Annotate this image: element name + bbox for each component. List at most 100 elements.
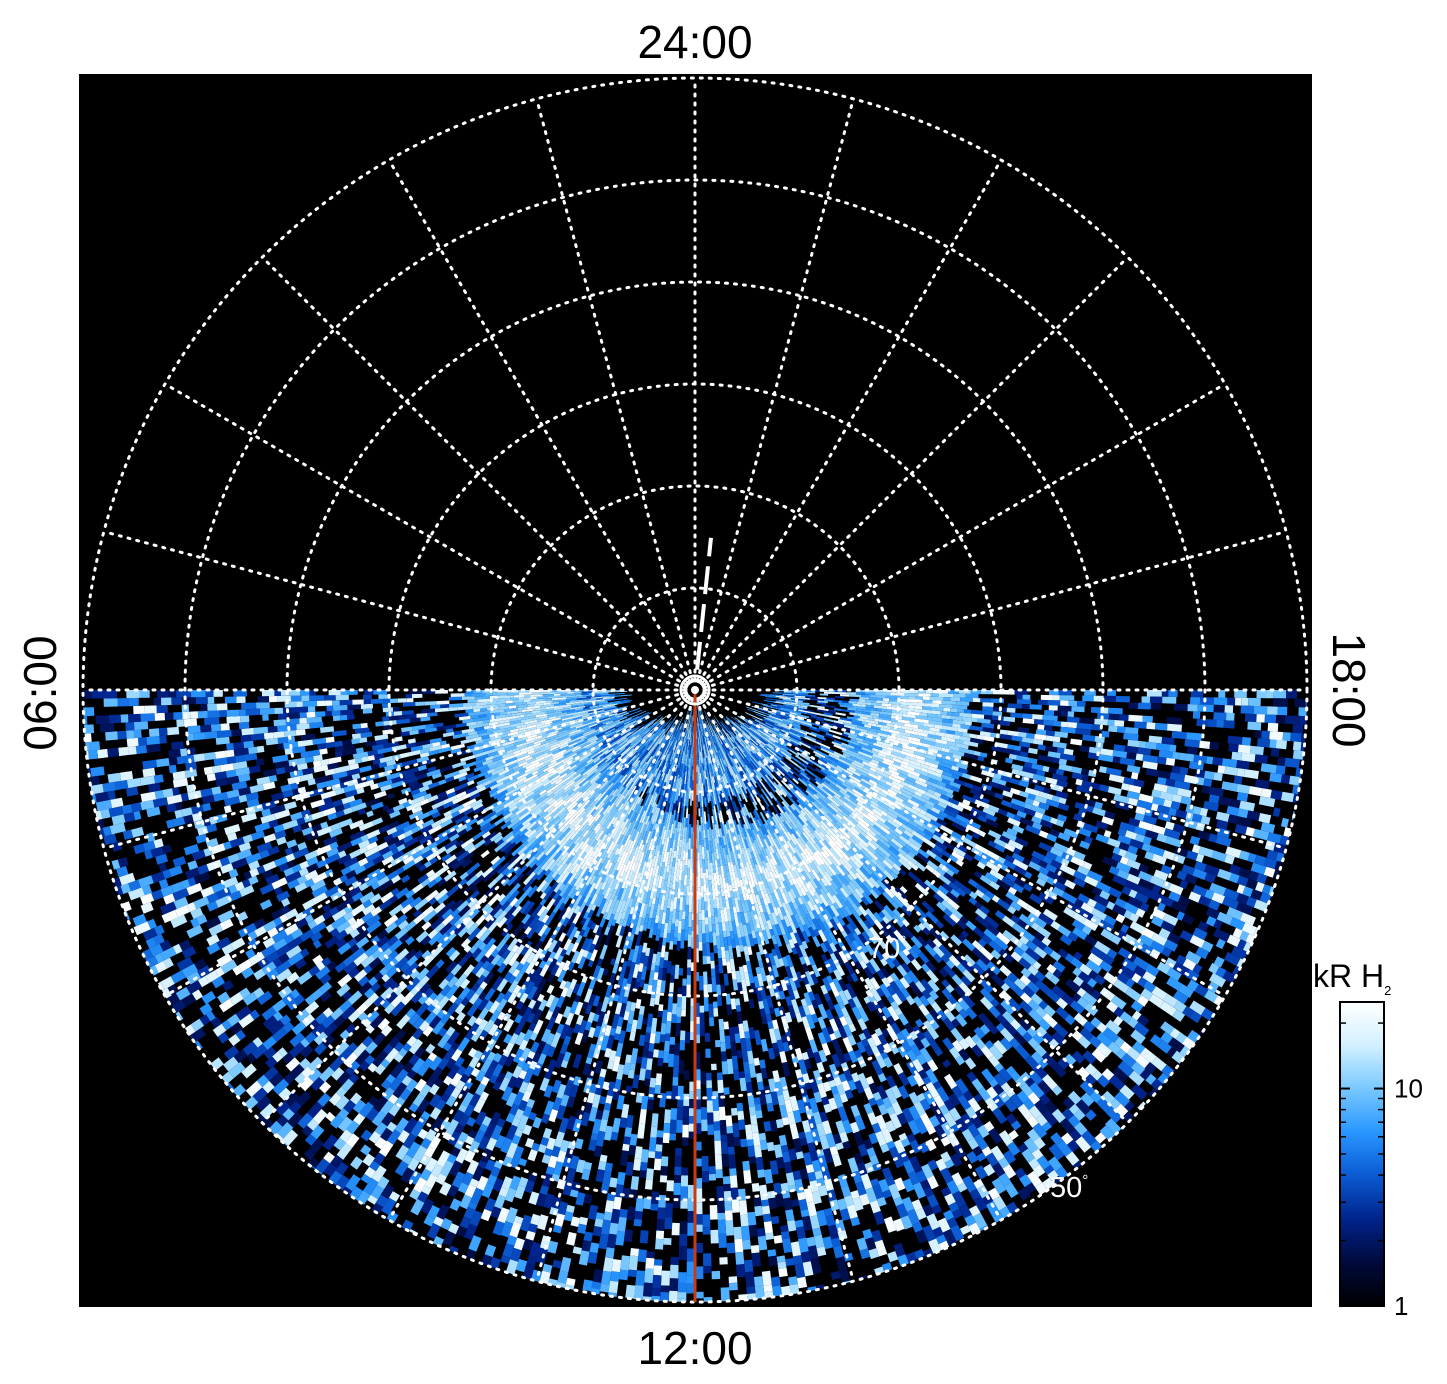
emission-cell — [990, 719, 1001, 725]
emission-cell — [900, 701, 914, 706]
emission-cell — [726, 1126, 734, 1134]
emission-cell — [688, 912, 692, 928]
emission-cell — [736, 1264, 746, 1278]
emission-cell — [723, 1087, 730, 1095]
emission-cell — [761, 1270, 772, 1286]
emission-cell — [648, 1137, 657, 1152]
emission-cell — [1003, 843, 1016, 853]
emission-cell — [942, 725, 958, 732]
emission-cell — [667, 1003, 673, 1013]
emission-cell — [847, 739, 860, 746]
emission-cell — [977, 814, 988, 823]
emission-cell — [1103, 695, 1117, 702]
emission-cell — [1128, 714, 1143, 722]
emission-cell — [748, 1106, 757, 1116]
emission-cell — [649, 1077, 657, 1088]
emission-cell — [1247, 852, 1257, 863]
emission-cell — [1076, 784, 1092, 794]
emission-cell — [1152, 884, 1162, 894]
emission-cell — [902, 713, 916, 719]
emission-cell — [769, 713, 781, 718]
emission-cell — [816, 718, 824, 722]
emission-cell — [1270, 747, 1280, 757]
emission-cell — [886, 746, 894, 752]
emission-cell — [973, 750, 981, 757]
emission-cell — [856, 692, 865, 695]
emission-cell — [672, 1077, 679, 1086]
emission-cell — [920, 793, 931, 801]
emission-cell — [867, 722, 877, 727]
emission-cell — [1006, 827, 1018, 837]
emission-cell — [1074, 801, 1088, 811]
emission-cell — [969, 788, 983, 797]
emission-cell — [658, 1050, 664, 1059]
emission-cell — [784, 700, 796, 703]
emission-cell — [1192, 806, 1202, 815]
emission-cell — [687, 959, 692, 968]
emission-cell — [804, 736, 818, 744]
emission-cell — [1142, 754, 1158, 764]
emission-cell — [723, 1183, 731, 1192]
emission-cell — [703, 1253, 712, 1267]
emission-cell — [680, 1175, 689, 1187]
emission-cell — [705, 924, 709, 934]
emission-cell — [828, 729, 843, 736]
emission-cell — [705, 1072, 712, 1081]
emission-cell — [768, 715, 783, 722]
emission-cell — [1045, 798, 1060, 808]
emission-cell — [1046, 870, 1060, 881]
emission-cell — [777, 704, 785, 707]
emission-cell — [813, 750, 826, 759]
emission-cell — [701, 920, 706, 934]
emission-cell — [906, 699, 915, 703]
emission-cell — [778, 1267, 788, 1278]
emission-cell — [1031, 763, 1044, 771]
emission-cell — [1022, 694, 1031, 700]
emission-cell — [779, 697, 791, 700]
emission-cell — [953, 693, 966, 698]
emission-cell — [803, 734, 817, 741]
emission-cell — [1204, 704, 1214, 713]
emission-cell — [958, 810, 974, 822]
emission-cell — [1054, 855, 1064, 864]
emission-cell — [1045, 730, 1055, 737]
emission-cell — [1081, 774, 1089, 782]
emission-cell — [1032, 714, 1043, 720]
emission-cell — [1199, 807, 1208, 817]
emission-cell — [729, 1168, 737, 1176]
emission-cell — [855, 755, 870, 764]
emission-cell — [845, 749, 861, 757]
emission-cell — [1126, 858, 1141, 870]
emission-cell — [635, 1197, 644, 1212]
emission-cell — [871, 756, 883, 763]
emission-cell — [823, 691, 832, 694]
emission-cell — [1070, 738, 1083, 746]
emission-cell — [964, 782, 974, 789]
emission-cell — [1001, 831, 1017, 842]
emission-cell — [782, 718, 794, 724]
emission-cell — [1134, 721, 1147, 729]
emission-cell — [1029, 704, 1042, 710]
emission-cell — [677, 987, 683, 996]
emission-cell — [1124, 880, 1141, 893]
emission-cell — [1082, 861, 1093, 871]
emission-cell — [1284, 715, 1300, 725]
emission-cell — [939, 704, 953, 709]
emission-cell — [835, 712, 846, 716]
emission-cell — [1106, 767, 1122, 777]
emission-cell — [810, 731, 825, 739]
emission-cell — [1173, 853, 1186, 865]
emission-cell — [653, 1158, 662, 1171]
emission-cell — [942, 770, 953, 778]
emission-cell — [1181, 913, 1195, 926]
emission-cell — [675, 1022, 681, 1037]
emission-cell — [869, 767, 877, 773]
emission-cell — [1260, 763, 1277, 774]
emission-cell — [1114, 720, 1125, 727]
emission-cell — [919, 712, 928, 717]
emission-cell — [1192, 868, 1207, 880]
emission-cell — [717, 1079, 724, 1094]
emission-cell — [750, 1114, 758, 1125]
emission-cell — [885, 695, 900, 699]
emission-cell — [799, 730, 808, 736]
